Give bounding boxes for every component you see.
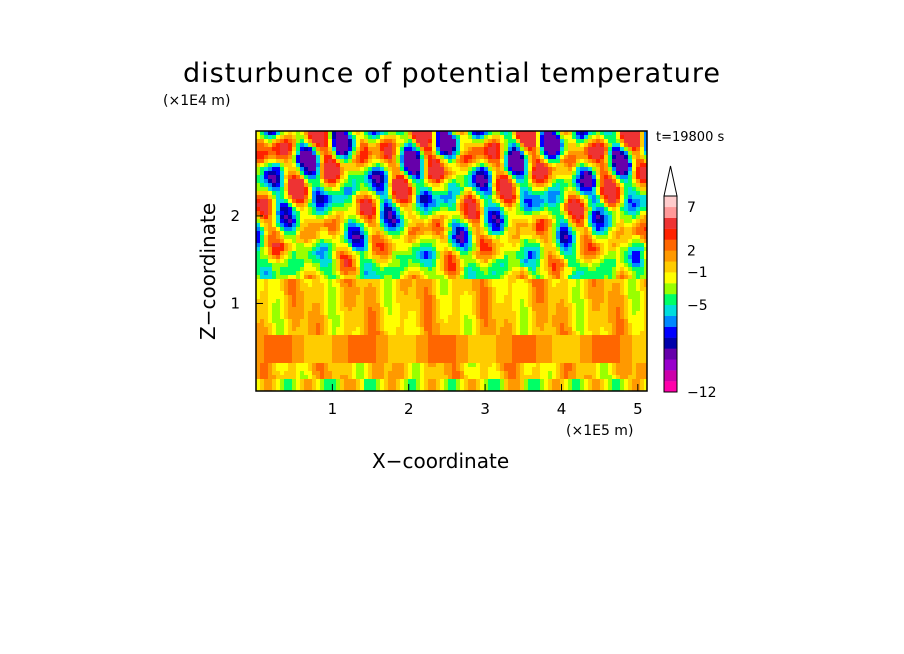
x-axis-label: X−coordinate xyxy=(372,449,510,473)
colorbar-swatch xyxy=(664,304,677,316)
colorbar-tick-label: 7 xyxy=(687,200,696,216)
x-tick-label: 2 xyxy=(404,400,414,418)
colorbar-swatch xyxy=(664,294,677,306)
colorbar-swatch xyxy=(664,250,677,262)
colorbar-swatch xyxy=(664,272,677,284)
colorbar-tick-label: 2 xyxy=(687,243,696,259)
colorbar: −12−5−127 xyxy=(663,165,717,401)
time-label: t=19800 s xyxy=(656,130,725,145)
x-tick-label: 1 xyxy=(328,400,338,418)
colorbar-swatch xyxy=(664,359,677,371)
chart-title: disturbunce of potential temperature xyxy=(183,58,721,89)
colorbar-swatch xyxy=(664,196,677,208)
colorbar-tick-label: −1 xyxy=(687,265,708,281)
colorbar-swatch xyxy=(664,337,677,349)
colorbar-swatch xyxy=(664,370,677,382)
x-tick-label: 5 xyxy=(633,400,643,418)
x-axis-ticks: 1 2 3 4 5 xyxy=(328,384,643,418)
colorbar-tick-label: −5 xyxy=(687,298,708,314)
colorbar-swatch xyxy=(664,261,677,273)
z-tick-label: 1 xyxy=(230,294,240,312)
colorbar-swatch xyxy=(664,315,677,327)
z-axis-ticks: 12 xyxy=(230,207,263,312)
heatmap-field xyxy=(256,131,647,391)
colorbar-tick-label: −12 xyxy=(687,385,717,401)
plot-frame xyxy=(255,130,648,392)
colorbar-swatch xyxy=(664,206,677,218)
colorbar-swatch xyxy=(664,348,677,360)
colorbar-swatch xyxy=(664,326,677,338)
x-tick-label: 4 xyxy=(557,400,567,418)
colorbar-extend-arrow xyxy=(663,165,678,197)
z-axis-unit: (×1E4 m) xyxy=(163,93,231,109)
colorbar-swatch xyxy=(664,228,677,240)
z-tick-label: 2 xyxy=(230,207,240,225)
colorbar-swatch xyxy=(664,239,677,251)
colorbar-swatch xyxy=(664,217,677,229)
x-axis-unit: (×1E5 m) xyxy=(566,423,634,439)
colorbar-swatch xyxy=(664,283,677,295)
colorbar-swatch xyxy=(664,381,677,393)
x-tick-label: 3 xyxy=(480,400,490,418)
